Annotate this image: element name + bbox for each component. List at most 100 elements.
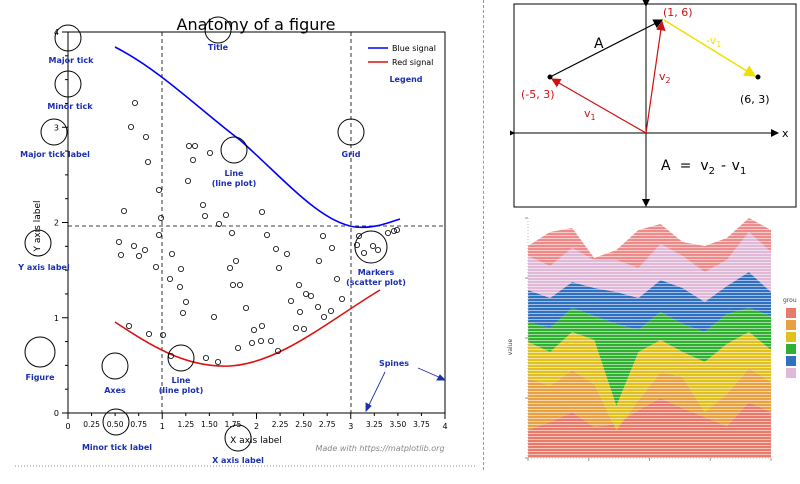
scatter-marker (315, 257, 322, 264)
annot-lower-line-2: (line plot) (159, 386, 204, 395)
annot-upper-line-1: Line (225, 169, 245, 178)
scatter-marker (328, 244, 335, 251)
scatter-marker (121, 207, 128, 214)
vector-v2 (645, 20, 666, 134)
legend: Blue signal Red signal (368, 44, 436, 67)
scatter-marker (126, 322, 133, 329)
annot-title: Title (208, 43, 229, 52)
stacked-legend-swatch (786, 368, 796, 378)
scatter-marker (202, 354, 209, 361)
scatter-marker (267, 337, 274, 344)
x-minor-tick-label: 3.50 (390, 420, 407, 429)
label-v2-sub: 2 (666, 76, 671, 85)
scatter-marker (232, 257, 239, 264)
scatter-marker (292, 324, 299, 331)
scatter-marker (275, 264, 282, 271)
stacked-legend-swatch (786, 344, 796, 354)
label-minus-v1: -v1 (706, 34, 721, 49)
eq-v1: v (732, 158, 740, 174)
scatter-marker (295, 281, 302, 288)
y-major-tick-label: 3 (54, 123, 59, 132)
scatter-marker (242, 304, 249, 311)
stacked-legend-swatch (786, 308, 796, 318)
scatter-marker (127, 124, 134, 131)
x-minor-tick-label: 0.50 (107, 420, 124, 429)
stacked-legend (786, 308, 796, 378)
scatter-marker (184, 177, 191, 184)
annot-lower-line-1: Line (172, 376, 192, 385)
stacked-legend-swatch (786, 356, 796, 366)
scatter-marker (274, 347, 281, 354)
circle-major-tick (54, 24, 82, 52)
x-minor-tick-label: 1.50 (201, 420, 218, 429)
annot-axes: Axes (104, 386, 126, 395)
scatter-marker (320, 313, 327, 320)
x-minor-tick-label: 3.75 (413, 420, 430, 429)
scatter-marker (222, 211, 229, 218)
stacked-x-ticks (527, 458, 772, 461)
eq-v1-sub: 1 (740, 166, 746, 177)
panel-divider (483, 0, 484, 470)
annot-markers-1: Markers (358, 268, 395, 277)
scatter-marker (199, 201, 206, 208)
scatter-marker (258, 322, 265, 329)
spines-arrowhead-1 (365, 402, 372, 413)
scatter-marker (229, 281, 236, 288)
x-major-tick-label: 0 (65, 422, 70, 431)
figure-title: Anatomy of a figure (177, 15, 336, 34)
eq-A: A (661, 158, 671, 174)
label-v1-sub: 1 (591, 113, 596, 122)
circle-major-tick-label (40, 118, 68, 146)
spines-arrow-2 (417, 367, 442, 379)
scatter-marker (327, 307, 334, 314)
x-minor-tick-label: 2.50 (295, 420, 312, 429)
annot-markers-2: (scatter plot) (346, 278, 406, 287)
scatter-marker (191, 142, 198, 149)
circle-x-axis-label (224, 424, 252, 452)
equation: A = v2- v1 (661, 158, 746, 177)
scatter-marker (226, 264, 233, 271)
annot-minor-tick: Minor tick (47, 102, 93, 111)
scatter-marker (179, 309, 186, 316)
scatter-marker (166, 275, 173, 282)
annot-upper-line-2: (line plot) (212, 179, 257, 188)
scatter-marker (210, 313, 217, 320)
label-v1: v1 (584, 107, 596, 122)
point-left (547, 74, 553, 80)
scatter-marker (287, 297, 294, 304)
scatter-marker (390, 227, 397, 234)
scatter-marker (360, 249, 367, 256)
scatter-marker (333, 275, 340, 282)
scatter-marker (201, 212, 208, 219)
vector-frame (513, 3, 797, 208)
scatter-marker (338, 295, 345, 302)
scatter-marker (234, 344, 241, 351)
circle-axes (101, 352, 129, 380)
scatter-marker (206, 149, 213, 156)
scatter-marker (176, 283, 183, 290)
annot-x-axis-label: X axis label (212, 456, 264, 465)
annot-y-axis-label: Y axis label (17, 263, 70, 272)
hatch-overlay (528, 218, 771, 458)
scatter-markers (116, 100, 400, 365)
circle-grid (337, 118, 365, 146)
legend-blue-label: Blue signal (392, 44, 436, 53)
label-v1-letter: v (584, 107, 591, 120)
circle-lower-line (167, 344, 195, 372)
point-label-right: (6, 3) (740, 93, 770, 106)
stacked-legend-swatch (786, 332, 796, 342)
scatter-marker (130, 242, 137, 249)
x-minor-tick-label: 0.25 (83, 420, 100, 429)
annot-spines: Spines (379, 359, 409, 368)
x-major-tick-label: 1 (160, 422, 165, 431)
annot-legend: Legend (389, 75, 422, 84)
watermark: Made with https://matplotlib.org (315, 444, 444, 453)
annot-figure: Figure (26, 373, 56, 382)
scatter-marker (307, 292, 314, 299)
blue-signal-line (114, 46, 401, 229)
annot-major-tick: Major tick (49, 56, 95, 65)
y-major-tick-label: 2 (54, 219, 59, 228)
circle-figure (24, 336, 56, 368)
scatter-marker (141, 246, 148, 253)
scatter-marker (283, 250, 290, 257)
